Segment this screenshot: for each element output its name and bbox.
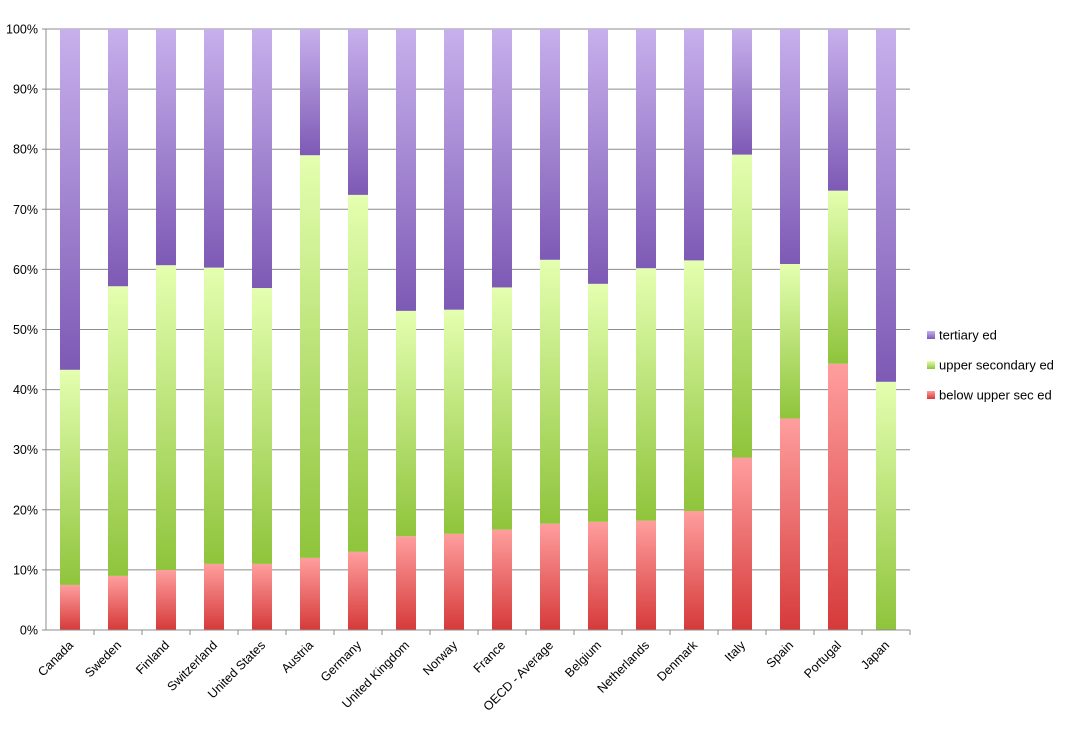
bar-segment bbox=[300, 155, 320, 558]
y-tick-labels: 0% 10% 20% 30% 40% 50% 60% 70% 80% 90% 100% bbox=[6, 23, 38, 638]
bar-segment bbox=[204, 29, 224, 268]
bar-segment bbox=[588, 521, 608, 630]
y-tick-label: 0% bbox=[20, 624, 38, 638]
bar-segment bbox=[108, 286, 128, 576]
y-tick-label: 80% bbox=[13, 143, 38, 157]
legend-label: below upper sec ed bbox=[939, 388, 1052, 403]
bar-segment bbox=[588, 283, 608, 522]
y-tick-label: 30% bbox=[13, 443, 38, 457]
x-tick-label: Spain bbox=[764, 638, 797, 671]
x-tick-label: France bbox=[471, 638, 508, 675]
bar-segment bbox=[348, 551, 368, 630]
x-tick-label: Italy bbox=[722, 638, 749, 665]
bar-segment bbox=[684, 29, 704, 261]
bar-segment bbox=[588, 29, 608, 284]
x-tick-label: Portugal bbox=[801, 638, 844, 681]
x-tick-label: Norway bbox=[420, 638, 460, 678]
bar-segment bbox=[396, 536, 416, 630]
bar-segment bbox=[876, 29, 896, 382]
legend-swatch bbox=[927, 361, 935, 369]
bar-segment bbox=[60, 584, 80, 630]
bar-segment bbox=[828, 190, 848, 364]
bar-segment bbox=[540, 259, 560, 524]
bar-segment bbox=[540, 29, 560, 260]
legend-swatch bbox=[927, 331, 935, 339]
legend: tertiary ed upper secondary ed below upper… bbox=[927, 328, 1054, 403]
y-tick-label: 90% bbox=[13, 83, 38, 97]
y-tick-label: 10% bbox=[13, 563, 38, 577]
bar-segment bbox=[60, 369, 80, 585]
y-tick-label: 20% bbox=[13, 503, 38, 517]
bar-segment bbox=[732, 457, 752, 630]
bar-segment bbox=[828, 29, 848, 191]
x-tick-label: Finland bbox=[133, 638, 172, 677]
bar-segment bbox=[204, 563, 224, 630]
bar-segment bbox=[108, 29, 128, 287]
bar-segment bbox=[780, 263, 800, 419]
bar-segment bbox=[828, 363, 848, 630]
bar-segment bbox=[252, 29, 272, 289]
bar-segment bbox=[636, 520, 656, 630]
x-tick-label: Japan bbox=[858, 638, 892, 672]
bar-segment bbox=[60, 29, 80, 370]
x-tick-label: Belgium bbox=[562, 638, 604, 680]
y-tick-label: 50% bbox=[13, 323, 38, 337]
bar-segment bbox=[444, 29, 464, 310]
y-tick-label: 70% bbox=[13, 203, 38, 217]
legend-label: upper secondary ed bbox=[939, 358, 1054, 373]
gridlines bbox=[42, 28, 910, 631]
bar-segment bbox=[252, 563, 272, 630]
bar-segment bbox=[348, 29, 368, 195]
bar-segment bbox=[732, 29, 752, 155]
legend-swatch bbox=[927, 391, 935, 399]
bar-segment bbox=[492, 29, 512, 288]
bar-segment bbox=[300, 29, 320, 156]
x-tick-label: Denmark bbox=[654, 638, 700, 684]
bar-segment bbox=[156, 265, 176, 570]
bar-segment bbox=[732, 154, 752, 458]
bar-segment bbox=[156, 29, 176, 266]
bar-segment bbox=[108, 575, 128, 630]
legend-label: tertiary ed bbox=[939, 328, 997, 343]
bar-segment bbox=[684, 260, 704, 512]
bars bbox=[60, 29, 896, 630]
bar-segment bbox=[444, 533, 464, 630]
axes bbox=[45, 29, 911, 635]
bar-segment bbox=[492, 529, 512, 630]
bar-segment bbox=[348, 194, 368, 552]
bar-segment bbox=[396, 310, 416, 537]
bar-segment bbox=[252, 288, 272, 564]
y-tick-label: 40% bbox=[13, 383, 38, 397]
y-tick-label: 60% bbox=[13, 263, 38, 277]
bar-segment bbox=[396, 29, 416, 311]
x-tick-label: Austria bbox=[279, 638, 316, 675]
bar-segment bbox=[876, 381, 896, 630]
bar-segment bbox=[540, 523, 560, 630]
bar-segment bbox=[780, 418, 800, 630]
x-tick-label: Netherlands bbox=[595, 638, 653, 696]
bar-segment bbox=[780, 29, 800, 264]
y-tick-label: 100% bbox=[6, 23, 38, 37]
x-tick-label: Germany bbox=[318, 638, 365, 685]
x-tick-label: Sweden bbox=[82, 638, 124, 680]
bar-segment bbox=[444, 309, 464, 534]
bar-segment bbox=[684, 511, 704, 630]
bar-segment bbox=[636, 29, 656, 269]
bar-segment bbox=[156, 569, 176, 630]
bar-segment bbox=[636, 268, 656, 521]
bar-segment bbox=[204, 267, 224, 564]
bar-segment bbox=[492, 287, 512, 530]
bar-segment bbox=[300, 557, 320, 630]
x-tick-label: Canada bbox=[35, 638, 76, 679]
